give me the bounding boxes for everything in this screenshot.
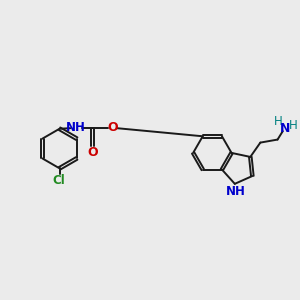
- Text: H: H: [289, 119, 298, 132]
- Text: NH: NH: [225, 184, 245, 198]
- Text: NH: NH: [66, 121, 86, 134]
- Text: O: O: [107, 121, 118, 134]
- Text: H: H: [274, 116, 283, 128]
- Text: O: O: [87, 146, 98, 158]
- Text: Cl: Cl: [52, 174, 65, 188]
- Text: N: N: [280, 122, 290, 135]
